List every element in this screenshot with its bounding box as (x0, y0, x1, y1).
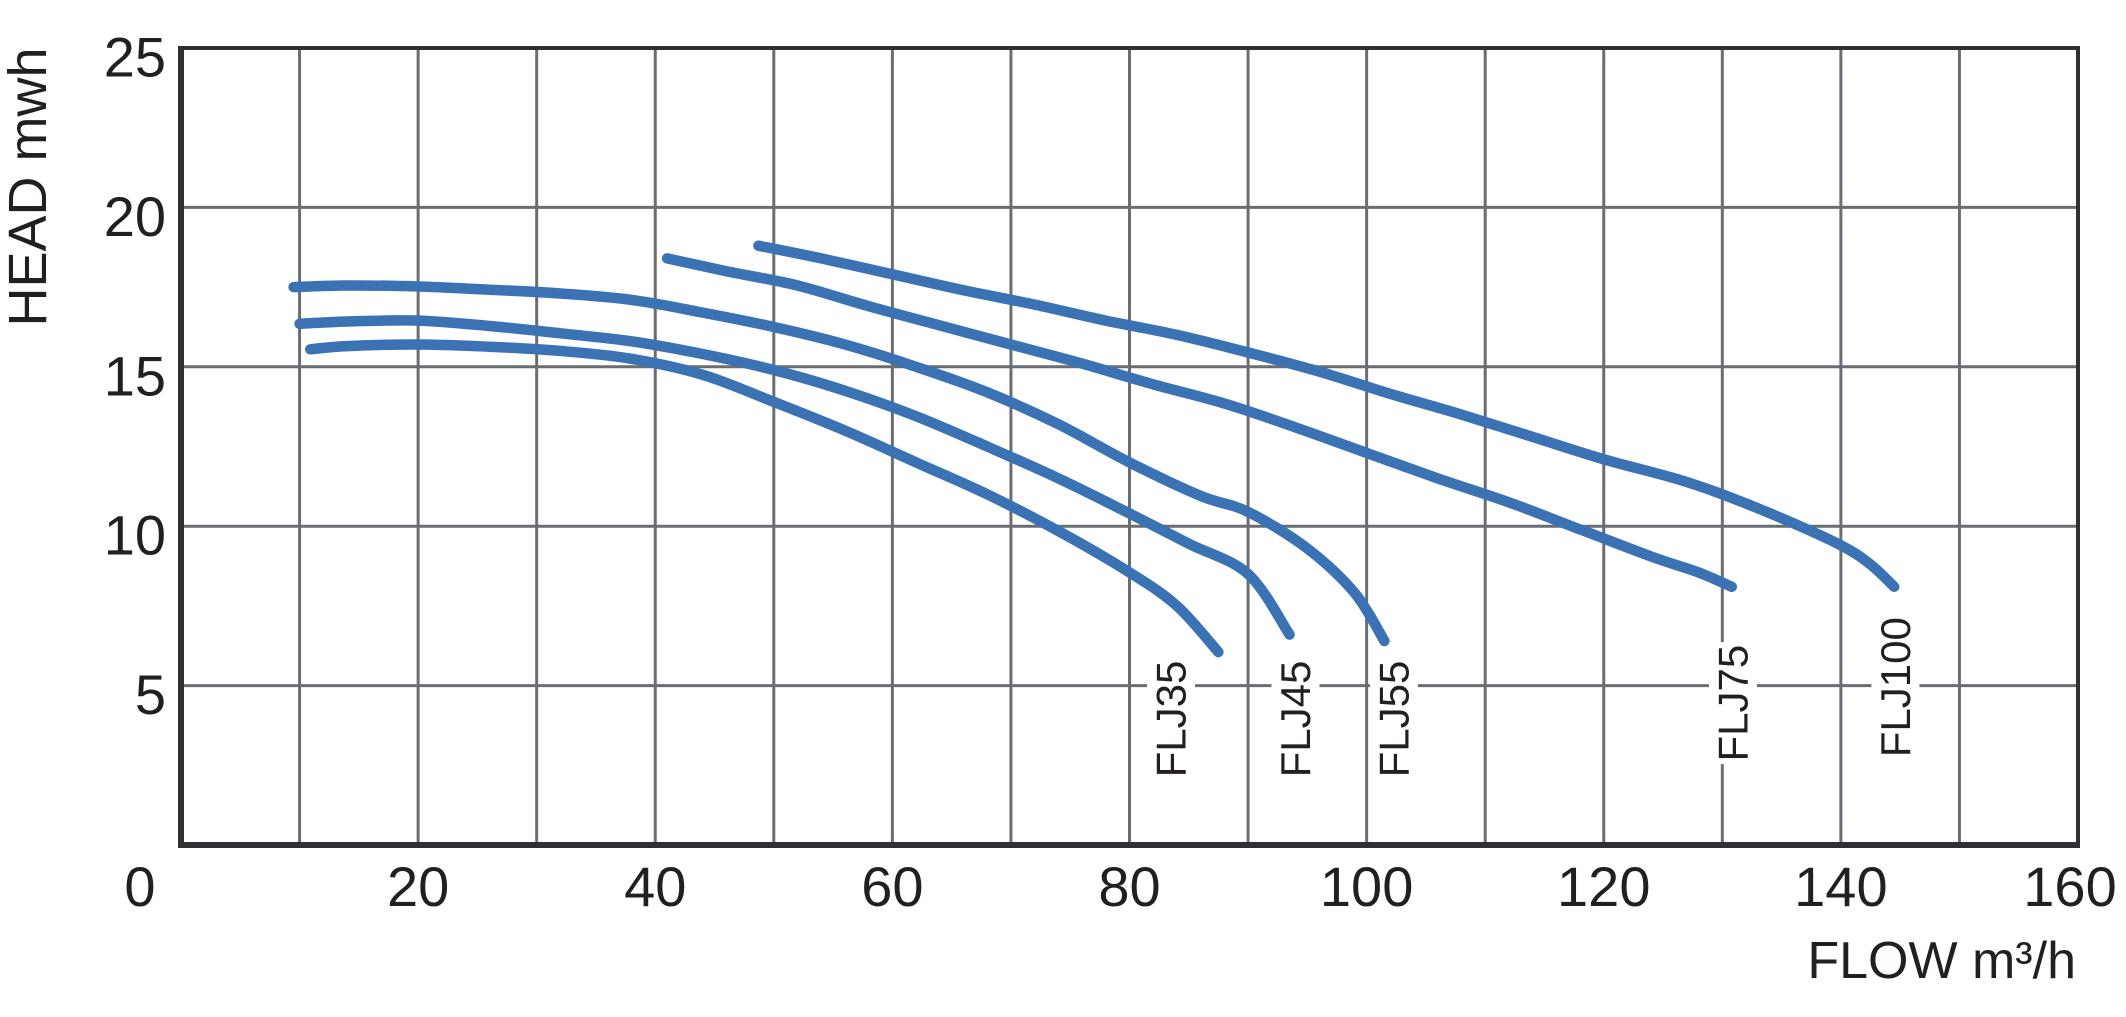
y-tick-label-15: 15 (104, 344, 166, 407)
plot-area: FLJ35 FLJ45 FLJ55 FLJ75 FLJ100 0 20 40 60 80 100 12… (104, 26, 2117, 919)
curve-label-FLJ100: FLJ100 (1872, 617, 1919, 757)
y-tick-label-25: 25 (104, 26, 166, 89)
curve-FLJ55 (288, 280, 1390, 647)
y-axis-title: HEAD mwh (0, 47, 58, 326)
y-tick-label-10: 10 (104, 504, 166, 567)
curve-label-backing-FLJ100 (1871, 611, 1920, 764)
curve-FLJ100 (753, 240, 1900, 593)
x-tick-label-100: 100 (1320, 855, 1413, 918)
curve-label-FLJ35: FLJ35 (1147, 661, 1194, 778)
curve-label-FLJ45: FLJ45 (1272, 661, 1319, 778)
curve-FLJ75 (661, 253, 1738, 593)
curve-label-backing-FLJ35 (1146, 658, 1195, 781)
curve-FLJ35 (304, 339, 1224, 658)
x-tick-label-40: 40 (624, 855, 686, 918)
x-tick-label-160: 160 (2023, 855, 2116, 918)
x-tick-label-140: 140 (1794, 855, 1887, 918)
curve-label-backing-FLJ55 (1369, 658, 1418, 781)
y-tick-label-5: 5 (135, 663, 166, 726)
curve-FLJ45 (294, 315, 1295, 640)
x-tick-label-60: 60 (861, 855, 923, 918)
curve-label-FLJ75: FLJ75 (1709, 645, 1756, 762)
curve-label-backing-FLJ75 (1708, 642, 1757, 765)
x-tick-label-120: 120 (1557, 855, 1650, 918)
x-tick-label-0: 0 (124, 855, 155, 918)
x-axis-title: FLOW m³/h (1807, 932, 2076, 990)
y-tick-label-20: 20 (104, 185, 166, 248)
x-tick-label-20: 20 (387, 855, 449, 918)
x-tick-label-80: 80 (1098, 855, 1160, 918)
curve-label-FLJ55: FLJ55 (1370, 661, 1417, 778)
curve-label-backing-FLJ45 (1271, 658, 1320, 781)
